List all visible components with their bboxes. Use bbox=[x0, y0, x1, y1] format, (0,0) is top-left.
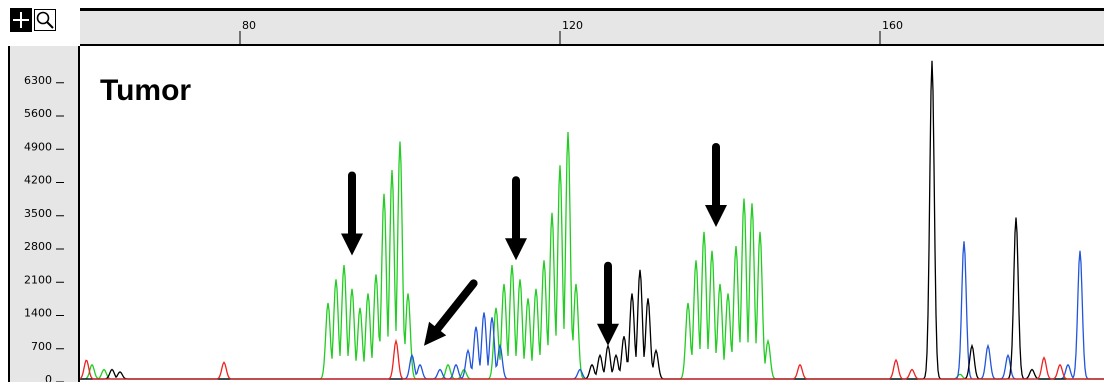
y-tick-label: 4900 bbox=[24, 140, 52, 153]
sample-label: Tumor bbox=[100, 74, 192, 107]
arrow-icon bbox=[424, 279, 478, 346]
y-tick-label: 3500 bbox=[24, 207, 52, 220]
plus-tool-button[interactable] bbox=[10, 8, 32, 32]
trace-series-1 bbox=[80, 241, 1104, 380]
trace-series-0 bbox=[80, 131, 1104, 380]
y-tick-label: 700 bbox=[31, 340, 52, 353]
trace-canvas bbox=[79, 60, 1104, 380]
x-tick-label: 160 bbox=[882, 19, 903, 32]
trace-series-2 bbox=[80, 60, 1104, 380]
x-axis-ruler: 80 120 160 bbox=[80, 8, 1104, 46]
y-axis-ruler: 0 700 1400 2100 2800 3500 4200 4900 5600 6300 bbox=[8, 46, 80, 386]
y-tick-label: 5600 bbox=[24, 107, 52, 120]
y-tick-label: 6300 bbox=[24, 74, 52, 87]
plus-icon bbox=[13, 12, 29, 28]
magnifier-icon bbox=[36, 11, 54, 29]
y-axis-ticks: 0 700 1400 2100 2800 3500 4200 4900 5600 6300 bbox=[24, 74, 64, 386]
plot-area bbox=[79, 46, 1104, 382]
arrow-icon bbox=[705, 143, 727, 227]
arrow-icon bbox=[505, 176, 527, 261]
arrow-icon bbox=[341, 171, 363, 256]
y-tick-label: 2100 bbox=[24, 273, 52, 286]
x-axis-ticks: 80 120 160 bbox=[239, 19, 903, 44]
y-tick-label: 0 bbox=[45, 373, 52, 382]
zoom-tool-button[interactable] bbox=[34, 9, 56, 31]
trace-series-3 bbox=[79, 338, 1104, 380]
arrow-icon bbox=[597, 261, 619, 346]
x-tick-label: 80 bbox=[242, 19, 256, 32]
y-tick-label: 2800 bbox=[24, 240, 52, 253]
y-tick-label: 1400 bbox=[24, 307, 52, 320]
y-tick-label: 4200 bbox=[24, 174, 52, 187]
x-tick-label: 120 bbox=[562, 19, 583, 32]
